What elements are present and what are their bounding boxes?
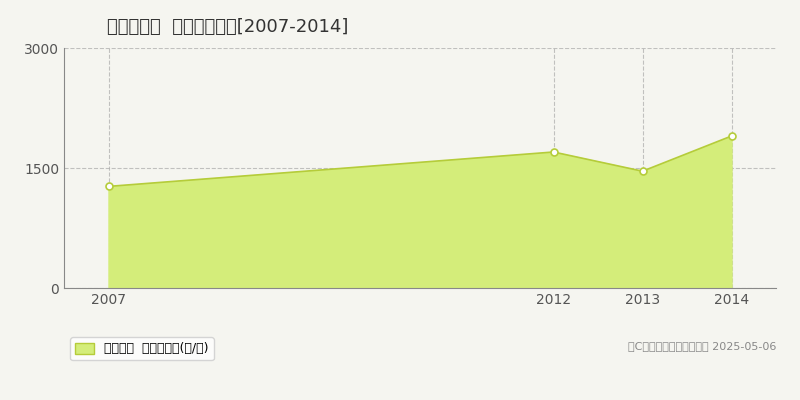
Text: （C）土地価格ドットコム 2025-05-06: （C）土地価格ドットコム 2025-05-06 (628, 341, 776, 351)
Point (636, 168, 649, 174)
Point (725, 133, 738, 139)
Point (102, 183, 115, 190)
Point (547, 149, 560, 155)
Legend: 林地価格  平均坪単価(円/坪): 林地価格 平均坪単価(円/坪) (70, 338, 214, 360)
Text: 東根市関山  林地価格推移[2007-2014]: 東根市関山 林地価格推移[2007-2014] (106, 18, 348, 36)
